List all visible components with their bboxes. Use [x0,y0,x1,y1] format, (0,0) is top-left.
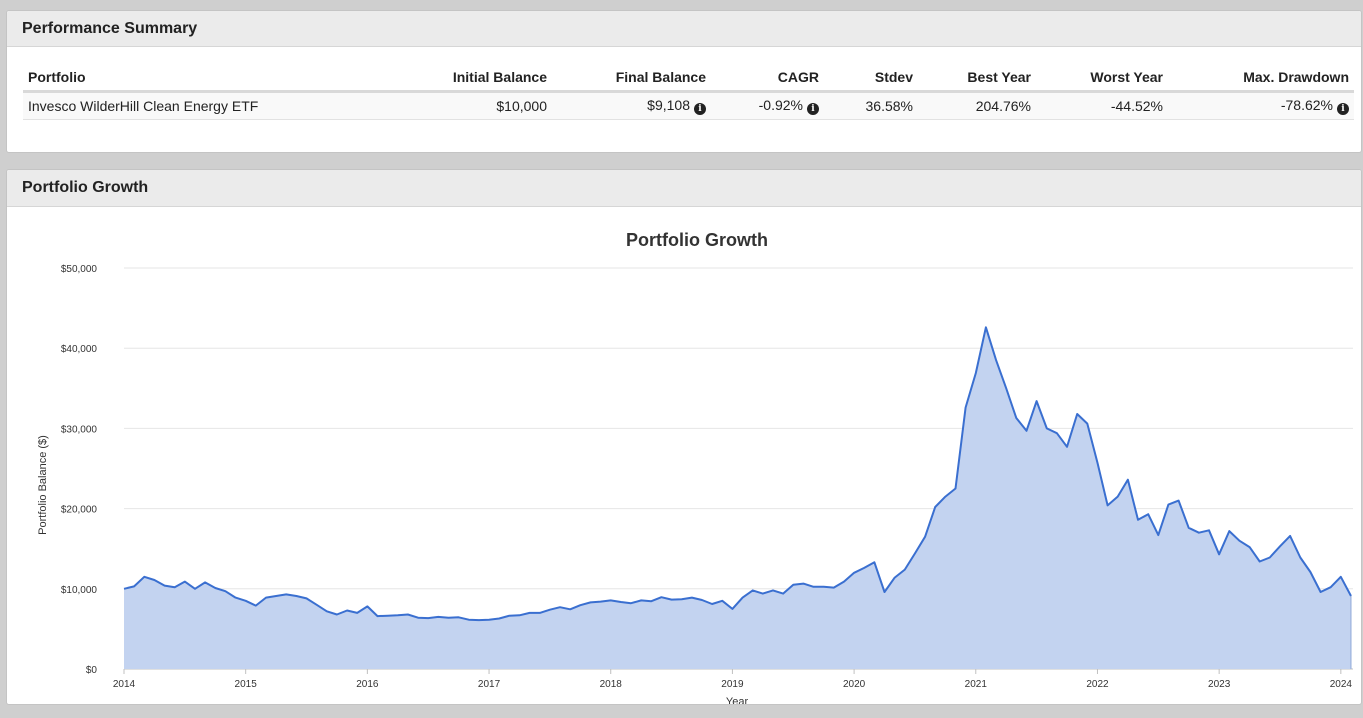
cell-max-drawdown: -78.62% i [1168,91,1354,120]
x-tick-label: 2024 [1330,679,1353,690]
x-tick-label: 2021 [965,679,988,690]
cell-best-year: 204.76% [918,91,1036,120]
y-tick-label: $40,000 [61,344,98,355]
y-tick-label: $50,000 [61,264,98,275]
info-circle-icon[interactable]: i [694,102,706,115]
max-drawdown-value: -78.62% [1280,96,1333,113]
info-circle-icon[interactable]: i [1337,102,1349,115]
col-initial-balance: Initial Balance [353,64,552,93]
y-tick-label: $10,000 [61,585,98,596]
cell-initial-balance: $10,000 [353,91,552,120]
x-tick-label: 2018 [600,679,623,690]
final-balance-value: $9,108 [647,96,690,113]
y-tick-label: $30,000 [61,424,98,435]
y-tick-label: $20,000 [61,505,98,516]
axis-ticks: $0 $10,000 $20,000 $30,000 $40,000 $50,000 201… [61,264,1353,690]
x-tick-label: 2019 [721,679,744,690]
series-fill [124,327,1351,669]
col-best-year: Best Year [918,64,1036,93]
x-tick-label: 2020 [843,679,866,690]
chart-title: Portfolio Growth [626,230,768,250]
col-worst-year: Worst Year [1036,64,1168,93]
series-line[interactable] [123,326,1352,622]
summary-header-row: Portfolio Initial Balance Final Balance … [23,64,1354,93]
portfolio-growth-chart[interactable]: Portfolio Growth Portfolio Balance ($) Y… [7,207,1361,704]
x-tick-label: 2022 [1086,679,1109,690]
cell-portfolio: Invesco WilderHill Clean Energy ETF [23,91,353,120]
col-cagr: CAGR [711,64,824,93]
col-portfolio: Portfolio [23,64,353,93]
series-area [123,326,1352,669]
y-tick-label: $0 [86,665,98,676]
performance-summary-panel: Performance Summary Portfolio Initial Ba… [6,10,1362,153]
col-final-balance: Final Balance [552,64,711,93]
cell-worst-year: -44.52% [1036,91,1168,120]
performance-summary-table: Portfolio Initial Balance Final Balance … [23,64,1354,120]
x-tick-label: 2015 [235,679,258,690]
x-tick-label: 2017 [478,679,501,690]
cell-cagr: -0.92% i [711,91,824,120]
table-row: Invesco WilderHill Clean Energy ETF $10,… [23,91,1354,120]
x-axis-label: Year [726,696,749,704]
y-axis-label: Portfolio Balance ($) [37,435,49,535]
info-circle-icon[interactable]: i [807,102,819,115]
x-tick-label: 2023 [1208,679,1231,690]
cagr-value: -0.92% [758,96,803,113]
portfolio-growth-panel: Portfolio Growth Portfolio Growth Portfo… [6,169,1362,705]
cell-final-balance: $9,108 i [552,91,711,120]
x-tick-label: 2016 [356,679,379,690]
col-max-drawdown: Max. Drawdown [1168,64,1354,93]
x-tick-label: 2014 [113,679,136,690]
cell-stdev: 36.58% [824,91,918,120]
performance-summary-title: Performance Summary [7,11,1361,47]
portfolio-growth-panel-title: Portfolio Growth [7,170,1361,207]
col-stdev: Stdev [824,64,918,93]
